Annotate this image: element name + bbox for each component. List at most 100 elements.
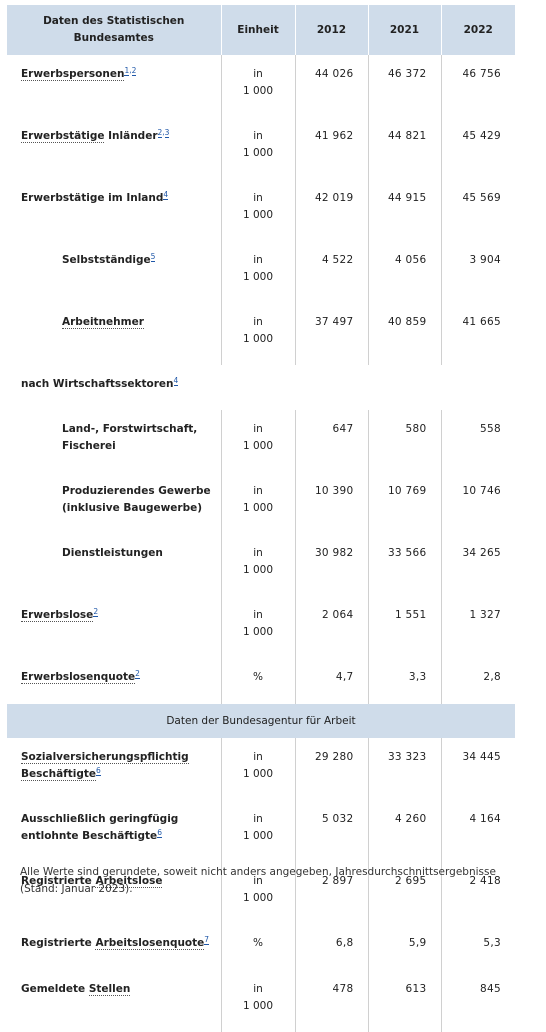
value-2022: 45 429 bbox=[440, 117, 515, 179]
row-unit: in 1 000 bbox=[220, 738, 295, 800]
value-2012: 41 962 bbox=[294, 117, 368, 179]
header-year-2022: 2022 bbox=[440, 5, 515, 55]
row-unit: in 1 000 bbox=[220, 303, 295, 365]
row-label: Erwerbslose2 bbox=[7, 596, 221, 658]
header-label: Daten des Statistischen Bundesamtes bbox=[7, 5, 221, 55]
header-unit: Einheit bbox=[220, 5, 295, 55]
row-label: Dienstleistungen bbox=[62, 547, 163, 559]
row-label: Erwerbstätige Inländer2,3 bbox=[21, 127, 170, 143]
footnote-ref[interactable]: 2 bbox=[93, 606, 99, 617]
footnote-ref[interactable]: 2,3 bbox=[157, 127, 170, 138]
glossary-term[interactable]: Erwerbslose bbox=[21, 609, 94, 622]
value-2021: 10 769 bbox=[367, 472, 441, 534]
footnote-ref[interactable]: 6 bbox=[96, 765, 101, 776]
value-2022: 46 756 bbox=[440, 55, 515, 117]
row-label: Erwerbstätige im Inland4 bbox=[21, 189, 169, 204]
row-unit: in 1 000 bbox=[220, 410, 295, 472]
table-row: Sozialversicherungspflichtig Beschäftigte… bbox=[7, 738, 515, 800]
table-row: Erwerbstätige im Inland4 in 1 000 42 019 … bbox=[7, 179, 515, 241]
value-2022: 2,8 bbox=[440, 658, 515, 704]
row-unit: in 1 000 bbox=[220, 55, 295, 117]
glossary-term[interactable]: Arbeitslosenquote bbox=[95, 937, 205, 950]
table-row: Gemeldete Stellen in 1 000 478 613 845 bbox=[7, 970, 515, 1032]
value-2022: 558 bbox=[440, 410, 515, 472]
row-label: Registrierte Arbeitslose bbox=[21, 875, 163, 888]
row-label: Erwerbslosenquote2 bbox=[7, 658, 221, 704]
value-2021: 33 566 bbox=[367, 534, 441, 596]
value-2021: 44 915 bbox=[367, 179, 441, 241]
row-label: Ausschließlich geringfügig entlohnte Besc… bbox=[21, 813, 179, 842]
footnote-ref[interactable]: 4 bbox=[173, 375, 179, 386]
value-2022: 41 665 bbox=[440, 303, 515, 365]
footnote-ref[interactable]: 4 bbox=[163, 189, 169, 200]
row-unit: % bbox=[220, 924, 295, 970]
value-2022: 3 904 bbox=[440, 241, 515, 303]
value-2021: 46 372 bbox=[367, 55, 441, 117]
row-unit: in 1 000 bbox=[220, 800, 295, 862]
value-2012: 2 064 bbox=[294, 596, 368, 658]
value-2012: 37 497 bbox=[294, 303, 368, 365]
footnote-ref[interactable]: 1,2 bbox=[124, 65, 137, 76]
value-2021: 613 bbox=[367, 970, 441, 1032]
value-2021: 44 821 bbox=[367, 117, 441, 179]
table-row: Arbeitnehmer in 1 000 37 497 40 859 41 66… bbox=[7, 303, 515, 365]
footnote-ref[interactable]: 7 bbox=[204, 934, 210, 945]
statistics-table-container: Daten des Statistischen Bundesamtes Einh… bbox=[7, 5, 515, 1032]
value-2021: 40 859 bbox=[367, 303, 441, 365]
value-2012: 30 982 bbox=[294, 534, 368, 596]
value-2012: 44 026 bbox=[294, 55, 368, 117]
glossary-term[interactable]: Erwerbspersonen bbox=[21, 68, 125, 81]
table-row: Land-, Forstwirtschaft, Fischerei in 1 00… bbox=[7, 410, 515, 472]
value-2021: 4 260 bbox=[367, 800, 441, 862]
table-row: Dienstleistungen in 1 000 30 982 33 566 3… bbox=[7, 534, 515, 596]
value-2022: 5,3 bbox=[440, 924, 515, 970]
glossary-term[interactable]: Arbeitnehmer bbox=[62, 316, 144, 329]
section-band: Daten der Bundesagentur für Arbeit bbox=[7, 704, 515, 738]
value-2012: 478 bbox=[294, 970, 368, 1032]
row-unit: in 1 000 bbox=[220, 970, 295, 1032]
section-label: nach Wirtschaftssektoren4 bbox=[21, 375, 179, 390]
labor-market-table: Daten des Statistischen Bundesamtes Einh… bbox=[7, 5, 515, 1032]
row-label: Arbeitnehmer bbox=[7, 303, 221, 365]
row-label: Selbstständige5 bbox=[62, 251, 156, 266]
section-row: nach Wirtschaftssektoren4 bbox=[7, 365, 515, 410]
table-row: Erwerbstätige Inländer2,3 in 1 000 41 962… bbox=[7, 117, 515, 179]
value-2012: 42 019 bbox=[294, 179, 368, 241]
value-2012: 647 bbox=[294, 410, 368, 472]
glossary-term[interactable]: Erwerbstätige bbox=[21, 130, 105, 143]
row-label: Registrierte Arbeitslosenquote7 bbox=[21, 934, 210, 950]
value-2012: 6,8 bbox=[294, 924, 368, 970]
value-2012: 29 280 bbox=[294, 738, 368, 800]
header-year-2021: 2021 bbox=[367, 5, 441, 55]
footnote-ref[interactable]: 2 bbox=[135, 668, 140, 679]
value-2021: 4 056 bbox=[367, 241, 441, 303]
table-row: Produzierendes Gewerbe (inklusive Baugew… bbox=[7, 472, 515, 534]
band-label: Daten der Bundesagentur für Arbeit bbox=[7, 704, 515, 738]
row-unit: % bbox=[220, 658, 295, 704]
value-2012: 10 390 bbox=[294, 472, 368, 534]
row-unit: in 1 000 bbox=[220, 179, 295, 241]
value-2022: 10 746 bbox=[440, 472, 515, 534]
table-row: Registrierte Arbeitslosenquote7 % 6,8 5,… bbox=[7, 924, 515, 970]
value-2012: 4 522 bbox=[294, 241, 368, 303]
row-label: Erwerbspersonen1,2 bbox=[7, 55, 221, 117]
value-2021: 5,9 bbox=[367, 924, 441, 970]
row-unit: in 1 000 bbox=[220, 472, 295, 534]
row-label: Land-, Forstwirtschaft, Fischerei bbox=[62, 423, 198, 452]
glossary-term[interactable]: Erwerbslosenquote bbox=[21, 671, 136, 684]
footnote-ref[interactable]: 5 bbox=[150, 251, 156, 262]
row-label: Produzierendes Gewerbe (inklusive Baugew… bbox=[62, 485, 211, 514]
value-2022: 34 265 bbox=[440, 534, 515, 596]
value-2022: 45 569 bbox=[440, 179, 515, 241]
glossary-term[interactable]: Stellen bbox=[88, 983, 131, 996]
value-2022: 1 327 bbox=[440, 596, 515, 658]
glossary-term[interactable]: Arbeitslose bbox=[95, 875, 163, 888]
row-unit: in 1 000 bbox=[220, 117, 295, 179]
table-header-row: Daten des Statistischen Bundesamtes Einh… bbox=[7, 5, 515, 55]
value-2021: 3,3 bbox=[367, 658, 441, 704]
row-unit: in 1 000 bbox=[220, 241, 295, 303]
footnote-ref[interactable]: 6 bbox=[157, 827, 162, 838]
value-2021: 1 551 bbox=[367, 596, 441, 658]
glossary-term[interactable]: Sozialversicherungspflichtig Beschäftigte bbox=[21, 751, 189, 781]
table-row: Ausschließlich geringfügig entlohnte Besc… bbox=[7, 800, 515, 862]
